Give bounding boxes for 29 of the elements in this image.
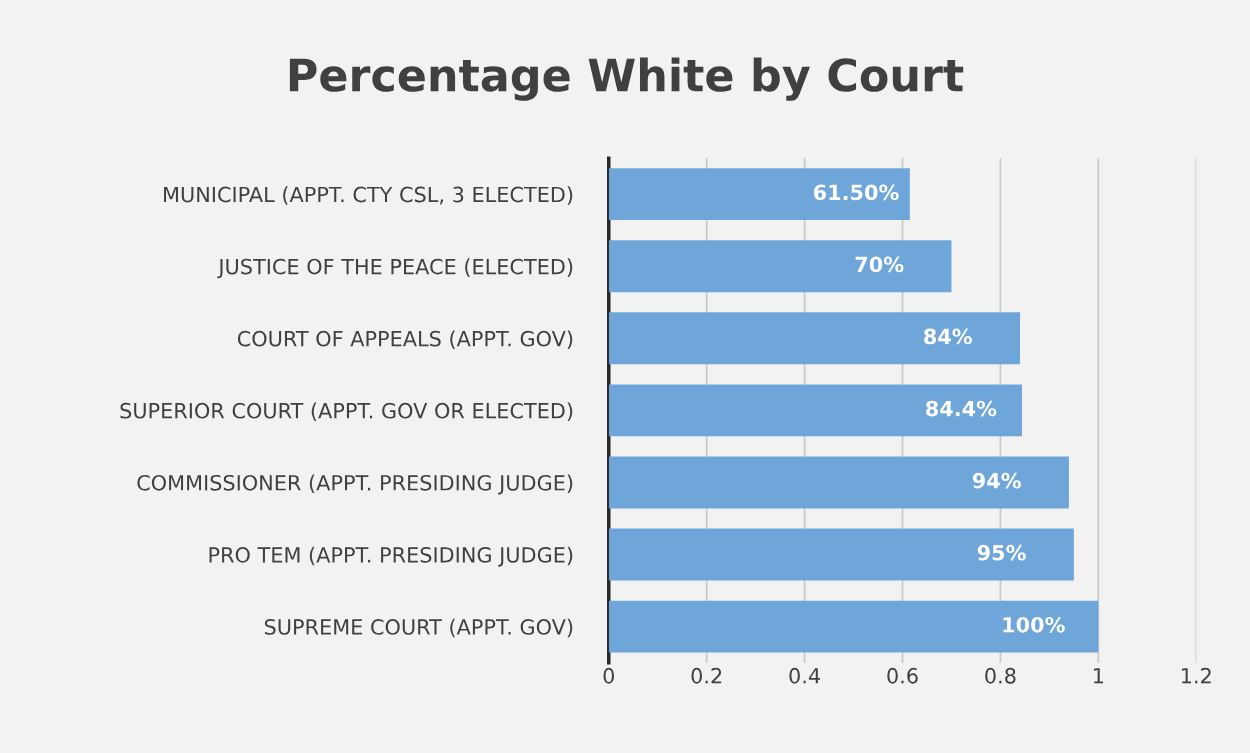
- y-tick-label: JUSTICE OF THE PEACE (ELECTED): [217, 258, 573, 279]
- x-tick-label: 0: [603, 667, 614, 684]
- data-label: 94%: [972, 472, 1021, 489]
- data-label: 70%: [855, 256, 904, 273]
- bar: [608, 528, 1074, 581]
- data-label: 95%: [977, 544, 1026, 561]
- y-tick-label: COMMISSIONER (APPT. PRESIDING JUDGE): [137, 474, 573, 495]
- x-tick-label: 0.6: [887, 667, 918, 684]
- x-tick-label: 0.4: [789, 667, 820, 684]
- y-tick-label: SUPERIOR COURT (APPT. GOV OR ELECTED): [120, 402, 573, 422]
- bar: [608, 600, 1099, 653]
- bar: [608, 240, 952, 293]
- x-tick-label: 1: [1093, 668, 1104, 684]
- data-label: 100%: [1003, 616, 1065, 633]
- chart-title: Percentage White by Court: [289, 57, 964, 101]
- y-tick-label: SUPREME COURT (APPT. GOV): [264, 618, 573, 638]
- data-label: 84.4%: [926, 400, 997, 417]
- x-tick-label: 0.2: [691, 667, 722, 684]
- y-tick-label: PRO TEM (APPT. PRESIDING JUDGE): [209, 546, 573, 567]
- bar: [608, 384, 1022, 437]
- data-label: 61.50%: [813, 184, 899, 201]
- data-label: 84%: [924, 328, 972, 345]
- bar: [608, 456, 1069, 509]
- bar: [608, 168, 910, 221]
- y-tick-label: COURT OF APPEALS (APPT. GOV): [237, 330, 573, 349]
- x-tick-label: 0.8: [985, 667, 1016, 684]
- y-tick-label: MUNICIPAL (APPT. CTY CSL, 3 ELECTED): [164, 186, 573, 205]
- x-tick-label: 1.2: [1181, 667, 1211, 684]
- bar: [608, 312, 1020, 365]
